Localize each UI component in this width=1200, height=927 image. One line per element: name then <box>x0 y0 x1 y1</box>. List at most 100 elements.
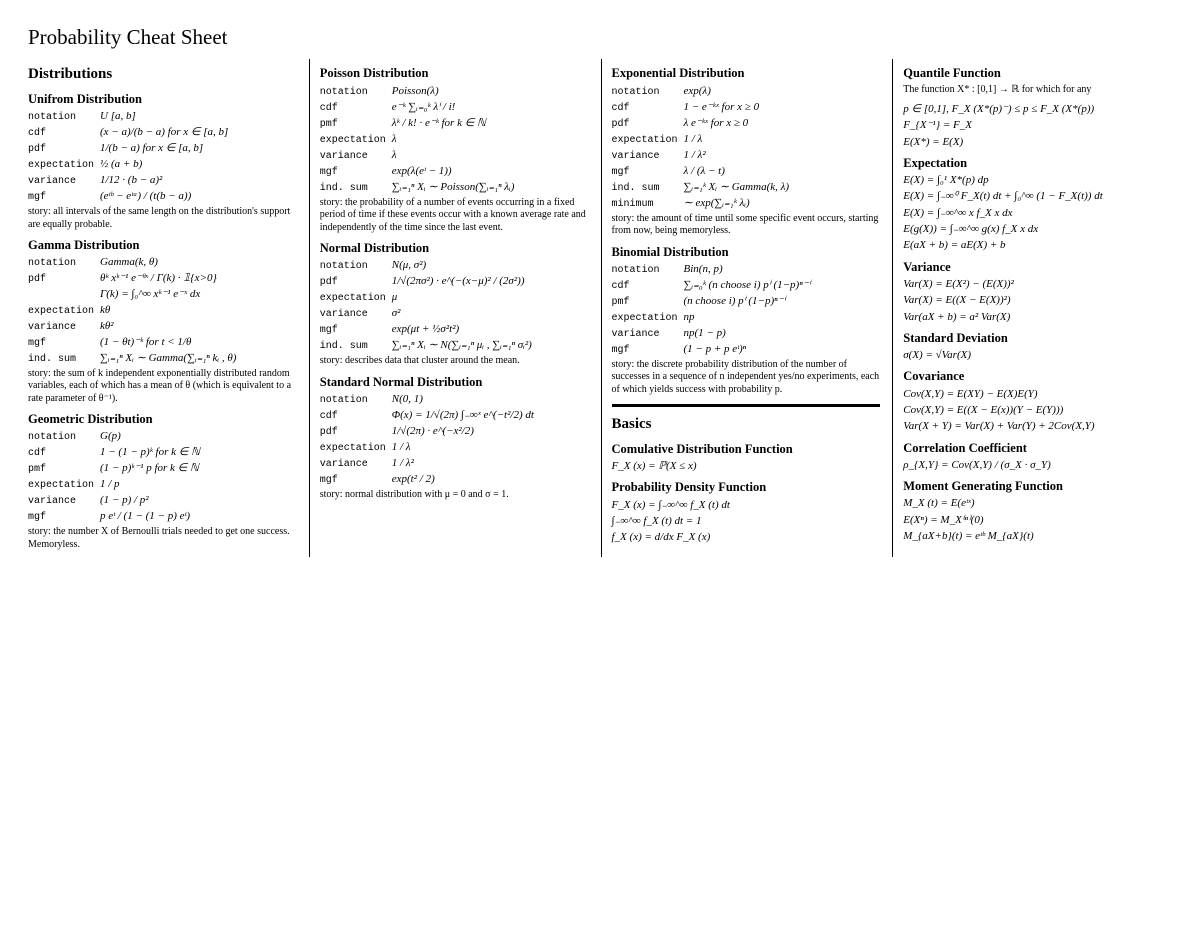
formula: p ∈ [0,1], F_X (X*(p)⁻) ≤ p ≤ F_X (X*(p)… <box>903 102 1172 116</box>
row-label: notation <box>28 429 100 444</box>
row-label: ind. sum <box>320 180 392 195</box>
row-label: variance <box>28 319 100 334</box>
row-label: expectation <box>320 290 392 305</box>
row-value: λᵏ / k! · e⁻ᵏ for k ∈ ℕ <box>392 116 589 130</box>
formula: F_X (x) = ℙ(X ≤ x) <box>612 459 881 473</box>
geometric-title: Geometric Distribution <box>28 411 297 427</box>
formula: M_X (t) = E(eᵗˣ) <box>903 496 1172 510</box>
row-label: notation <box>28 109 100 124</box>
row-label: notation <box>320 258 392 273</box>
correlation-title: Correlation Coefficient <box>903 440 1172 456</box>
stddev-title: Standard Deviation <box>903 330 1172 346</box>
row-label: pmf <box>612 294 684 309</box>
row-label: expectation <box>28 477 100 492</box>
row-label: pdf <box>320 424 392 439</box>
row-label: expectation <box>28 303 100 318</box>
row-label: notation <box>612 84 684 99</box>
poisson-title: Poisson Distribution <box>320 65 589 81</box>
formula: Var(X + Y) = Var(X) + Var(Y) + 2Cov(X,Y) <box>903 419 1172 433</box>
formula: Cov(X,Y) = E(XY) − E(X)E(Y) <box>903 387 1172 401</box>
row-value: (x − a)/(b − a) for x ∈ [a, b] <box>100 125 297 139</box>
column-3: Exponential Distribution notationexp(λ) … <box>601 59 881 557</box>
gamma-title: Gamma Distribution <box>28 237 297 253</box>
row-label: notation <box>612 262 684 277</box>
row-value: σ² <box>392 306 589 320</box>
mgf-title: Moment Generating Function <box>903 478 1172 494</box>
row-value: λ <box>392 132 589 146</box>
row-label: mgf <box>320 164 392 179</box>
formula: σ(X) = √Var(X) <box>903 348 1172 362</box>
row-label: pdf <box>28 141 100 156</box>
row-value: Φ(x) = 1/√(2π) ∫₋∞ˣ e^(−t²/2) dt <box>392 408 589 422</box>
row-label: notation <box>28 255 100 270</box>
formula: E(g(X)) = ∫₋∞^∞ g(x) f_X x dx <box>903 222 1172 236</box>
cdf-title: Comulative Distribution Function <box>612 441 881 457</box>
row-value: Bin(n, p) <box>684 262 881 276</box>
row-value: 1/(b − a) for x ∈ [a, b] <box>100 141 297 155</box>
poisson-story: story: the probability of a number of ev… <box>320 197 589 235</box>
columns-container: Distributions Unifrom Distribution notat… <box>28 59 1172 557</box>
row-value: exp(μt + ½σ²t²) <box>392 322 589 336</box>
row-value: 1 / λ <box>392 440 589 454</box>
column-4: Quantile Function The function X* : [0,1… <box>892 59 1172 557</box>
row-label: mgf <box>320 322 392 337</box>
row-label: ind. sum <box>28 351 100 366</box>
row-label: variance <box>320 306 392 321</box>
expectation-title: Expectation <box>903 155 1172 171</box>
row-label: pmf <box>320 116 392 131</box>
formula: F_{X⁻¹} = F_X <box>903 118 1172 132</box>
row-value: μ <box>392 290 589 304</box>
formula: Var(aX + b) = a² Var(X) <box>903 310 1172 324</box>
formula: E(X*) = E(X) <box>903 135 1172 149</box>
row-value: np <box>684 310 881 324</box>
covariance-title: Covariance <box>903 368 1172 384</box>
row-label: variance <box>612 148 684 163</box>
row-value: 1 / λ² <box>684 148 881 162</box>
row-value: exp(λ) <box>684 84 881 98</box>
row-label: pmf <box>28 461 100 476</box>
gamma-story: story: the sum of k independent exponent… <box>28 368 297 406</box>
row-label: pdf <box>612 116 684 131</box>
pdf-title: Probability Density Function <box>612 479 881 495</box>
row-value: 1 − e⁻ᵏˣ for x ≥ 0 <box>684 100 881 114</box>
row-label: expectation <box>612 310 684 325</box>
row-label: notation <box>320 392 392 407</box>
row-value: Poisson(λ) <box>392 84 589 98</box>
row-value: kθ <box>100 303 297 317</box>
exponential-title: Exponential Distribution <box>612 65 881 81</box>
row-value: np(1 − p) <box>684 326 881 340</box>
row-value: p eᵗ / (1 − (1 − p) eᵗ) <box>100 509 297 523</box>
row-value: Gamma(k, θ) <box>100 255 297 269</box>
row-value: θᵏ xᵏ⁻¹ e⁻ᶿˣ / Γ(k) · 𝟙{x>0} <box>100 271 297 285</box>
row-label: mgf <box>612 342 684 357</box>
row-label: variance <box>28 493 100 508</box>
row-value: (n choose i) pⁱ (1−p)ⁿ⁻ⁱ <box>684 294 881 308</box>
row-value: (1 − p) / p² <box>100 493 297 507</box>
row-value: exp(t² / 2) <box>392 472 589 486</box>
page-title: Probability Cheat Sheet <box>28 24 1172 51</box>
section-distributions: Distributions <box>28 65 297 85</box>
binomial-story: story: the discrete probability distribu… <box>612 359 881 397</box>
row-label: cdf <box>612 278 684 293</box>
formula: E(X) = ∫₋∞^∞ x f_X x dx <box>903 206 1172 220</box>
row-value: 1/12 · (b − a)² <box>100 173 297 187</box>
row-value: Γ(k) = ∫₀^∞ xᵏ⁻¹ e⁻ˣ dx <box>100 287 297 301</box>
row-label: expectation <box>320 132 392 147</box>
formula: E(X) = ∫₋∞⁰ F_X(t) dt + ∫₀^∞ (1 − F_X(t)… <box>903 189 1172 203</box>
row-label: mgf <box>28 189 100 204</box>
row-value: G(p) <box>100 429 297 443</box>
row-value: ½ (a + b) <box>100 157 297 171</box>
formula: M_{aX+b}(t) = eᵗᵇ M_{aX}(t) <box>903 529 1172 543</box>
row-label: ind. sum <box>612 180 684 195</box>
binomial-title: Binomial Distribution <box>612 244 881 260</box>
formula: Var(X) = E((X − E(X))²) <box>903 293 1172 307</box>
row-label: mgf <box>28 509 100 524</box>
row-value: λ <box>392 148 589 162</box>
uniform-story: story: all intervals of the same length … <box>28 206 297 231</box>
formula: ∫₋∞^∞ f_X (t) dt = 1 <box>612 514 881 528</box>
row-label: variance <box>320 456 392 471</box>
row-label: pdf <box>320 274 392 289</box>
row-label: mgf <box>320 472 392 487</box>
row-label: cdf <box>612 100 684 115</box>
quantile-line: The function X* : [0,1] → ℝ for which fo… <box>903 84 1172 97</box>
